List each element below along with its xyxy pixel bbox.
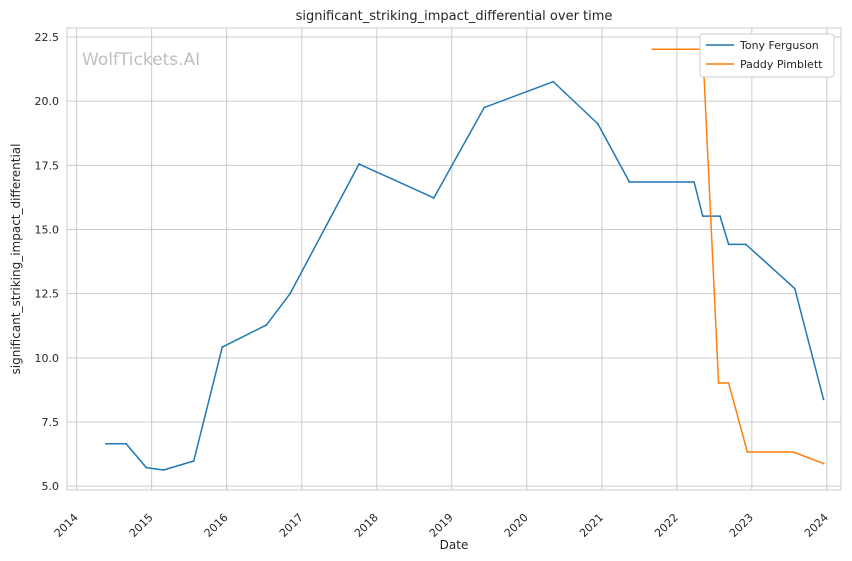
data-point [822, 462, 825, 465]
data-point [105, 442, 107, 445]
data-point [717, 382, 720, 384]
data-point [651, 48, 654, 51]
x-axis-label: Date [440, 538, 469, 552]
data-point [192, 460, 195, 462]
y-axis-label: significant_striking_impact_differential [9, 144, 23, 375]
x-tick-label: 2015 [127, 511, 156, 540]
y-tick-label: 17.5 [35, 159, 60, 172]
x-tick-label: 2020 [502, 511, 531, 540]
data-point [746, 451, 749, 453]
x-tick-label: 2022 [652, 511, 681, 540]
data-point [744, 243, 747, 246]
x-tick-label: 2014 [52, 511, 81, 540]
legend-label-paddy-pimblett: Paddy Pimblett [740, 58, 823, 71]
x-tick-label: 2024 [802, 511, 831, 540]
data-point [145, 466, 148, 469]
data-point [265, 324, 268, 326]
chart-title: significant_striking_impact_differential… [296, 9, 613, 24]
legend: Tony Ferguson Paddy Pimblett [699, 33, 835, 78]
data-point [793, 287, 796, 290]
y-tick-label: 22.5 [35, 31, 60, 44]
x-tick-label: 2021 [577, 511, 606, 540]
data-point [432, 197, 435, 199]
x-tick-label: 2023 [727, 511, 756, 540]
x-tick-label: 2016 [202, 511, 231, 540]
y-tick-label: 10.0 [35, 352, 60, 365]
y-tick-label: 5.0 [42, 480, 60, 493]
data-point [596, 122, 599, 125]
data-point [727, 382, 730, 384]
x-tick-label: 2019 [427, 511, 456, 540]
y-tick-label: 15.0 [35, 223, 60, 236]
x-tick-label: 2018 [352, 511, 381, 540]
y-tick-label: 20.0 [35, 95, 60, 108]
y-tick-label: 7.5 [42, 416, 60, 429]
data-point [822, 398, 825, 401]
data-point [125, 442, 128, 445]
data-point [727, 243, 730, 246]
data-point [693, 181, 696, 183]
watermark: WolfTickets.AI [82, 50, 200, 70]
data-point [719, 215, 721, 218]
data-point [792, 451, 795, 453]
data-point [289, 292, 291, 295]
data-point [701, 215, 704, 218]
data-point [628, 181, 631, 183]
legend-label-tony-ferguson: Tony Ferguson [739, 39, 819, 52]
plot-area [66, 27, 842, 491]
data-point [552, 80, 555, 83]
y-tick-label: 12.5 [35, 288, 60, 301]
grid [67, 28, 841, 490]
data-point [221, 346, 224, 348]
data-point [162, 469, 165, 471]
x-tick-label: 2017 [277, 511, 306, 540]
data-point [483, 106, 486, 109]
data-point [358, 163, 360, 165]
